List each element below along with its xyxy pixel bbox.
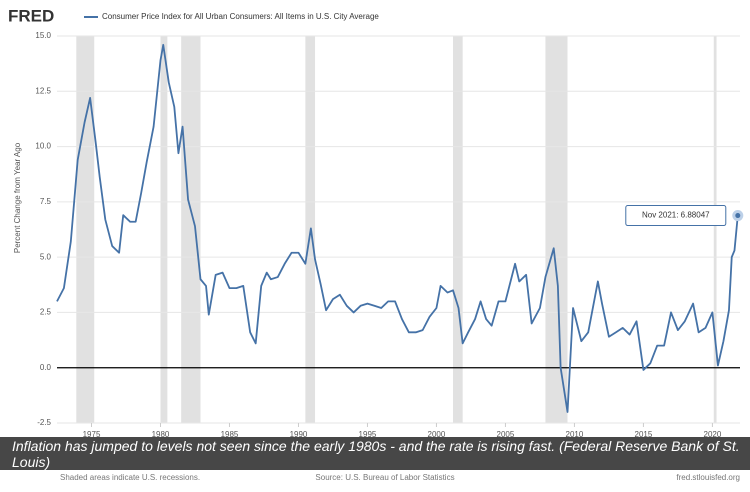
x-tick-label: 1995 (359, 430, 377, 439)
x-tick-label: 2005 (497, 430, 515, 439)
plot: -2.5 0.0 2.5 5.0 7.5 10.0 12.5 15.0 1975 1980 1985… (35, 31, 744, 439)
recession-band (181, 36, 201, 423)
y-tick-label: 5.0 (40, 252, 52, 261)
y-tick-label: 12.5 (35, 86, 51, 95)
caption-box: Inflation has jumped to levels not seen … (12, 438, 740, 470)
legend-label: Consumer Price Index for All Urban Consu… (102, 12, 379, 21)
y-axis-label: Percent Change from Year Ago (13, 142, 22, 253)
note: Shaded areas indicate U.S. recessions. (60, 473, 200, 482)
y-tick-label: -2.5 (37, 418, 51, 427)
x-tick-label: 2000 (428, 430, 446, 439)
x-tick-label: 1990 (290, 430, 308, 439)
x-tick-label: 2020 (704, 430, 722, 439)
y-tick-label: 15.0 (35, 31, 51, 40)
x-tick-label: 2015 (635, 430, 653, 439)
recession-band (545, 36, 568, 423)
highlight-point (732, 210, 744, 222)
y-tick-label: 2.5 (40, 308, 52, 317)
site: fred.stlouisfed.org (676, 473, 740, 482)
recession-band (453, 36, 463, 423)
series-line (56, 43, 739, 413)
x-tick-label: 1985 (221, 430, 239, 439)
recession-band (76, 36, 95, 423)
y-tick-label: 10.0 (35, 142, 51, 151)
y-tick-label: 0.0 (40, 363, 52, 372)
recession-band (713, 36, 717, 423)
tooltip-box (625, 205, 727, 227)
source: Source: U.S. Bureau of Labor Statistics (315, 473, 454, 482)
logo: FRED (8, 6, 54, 25)
x-tick-label: 1980 (152, 430, 170, 439)
caption: Inflation has jumped to levels not seen … (12, 438, 740, 470)
x-tick-label: 1975 (83, 430, 101, 439)
y-tick-label: 7.5 (40, 197, 52, 206)
tooltip-label: Nov 2021: 6.88047 (642, 211, 710, 220)
recession-band (160, 36, 168, 423)
x-tick-label: 2010 (566, 430, 584, 439)
caption-band (0, 437, 750, 470)
